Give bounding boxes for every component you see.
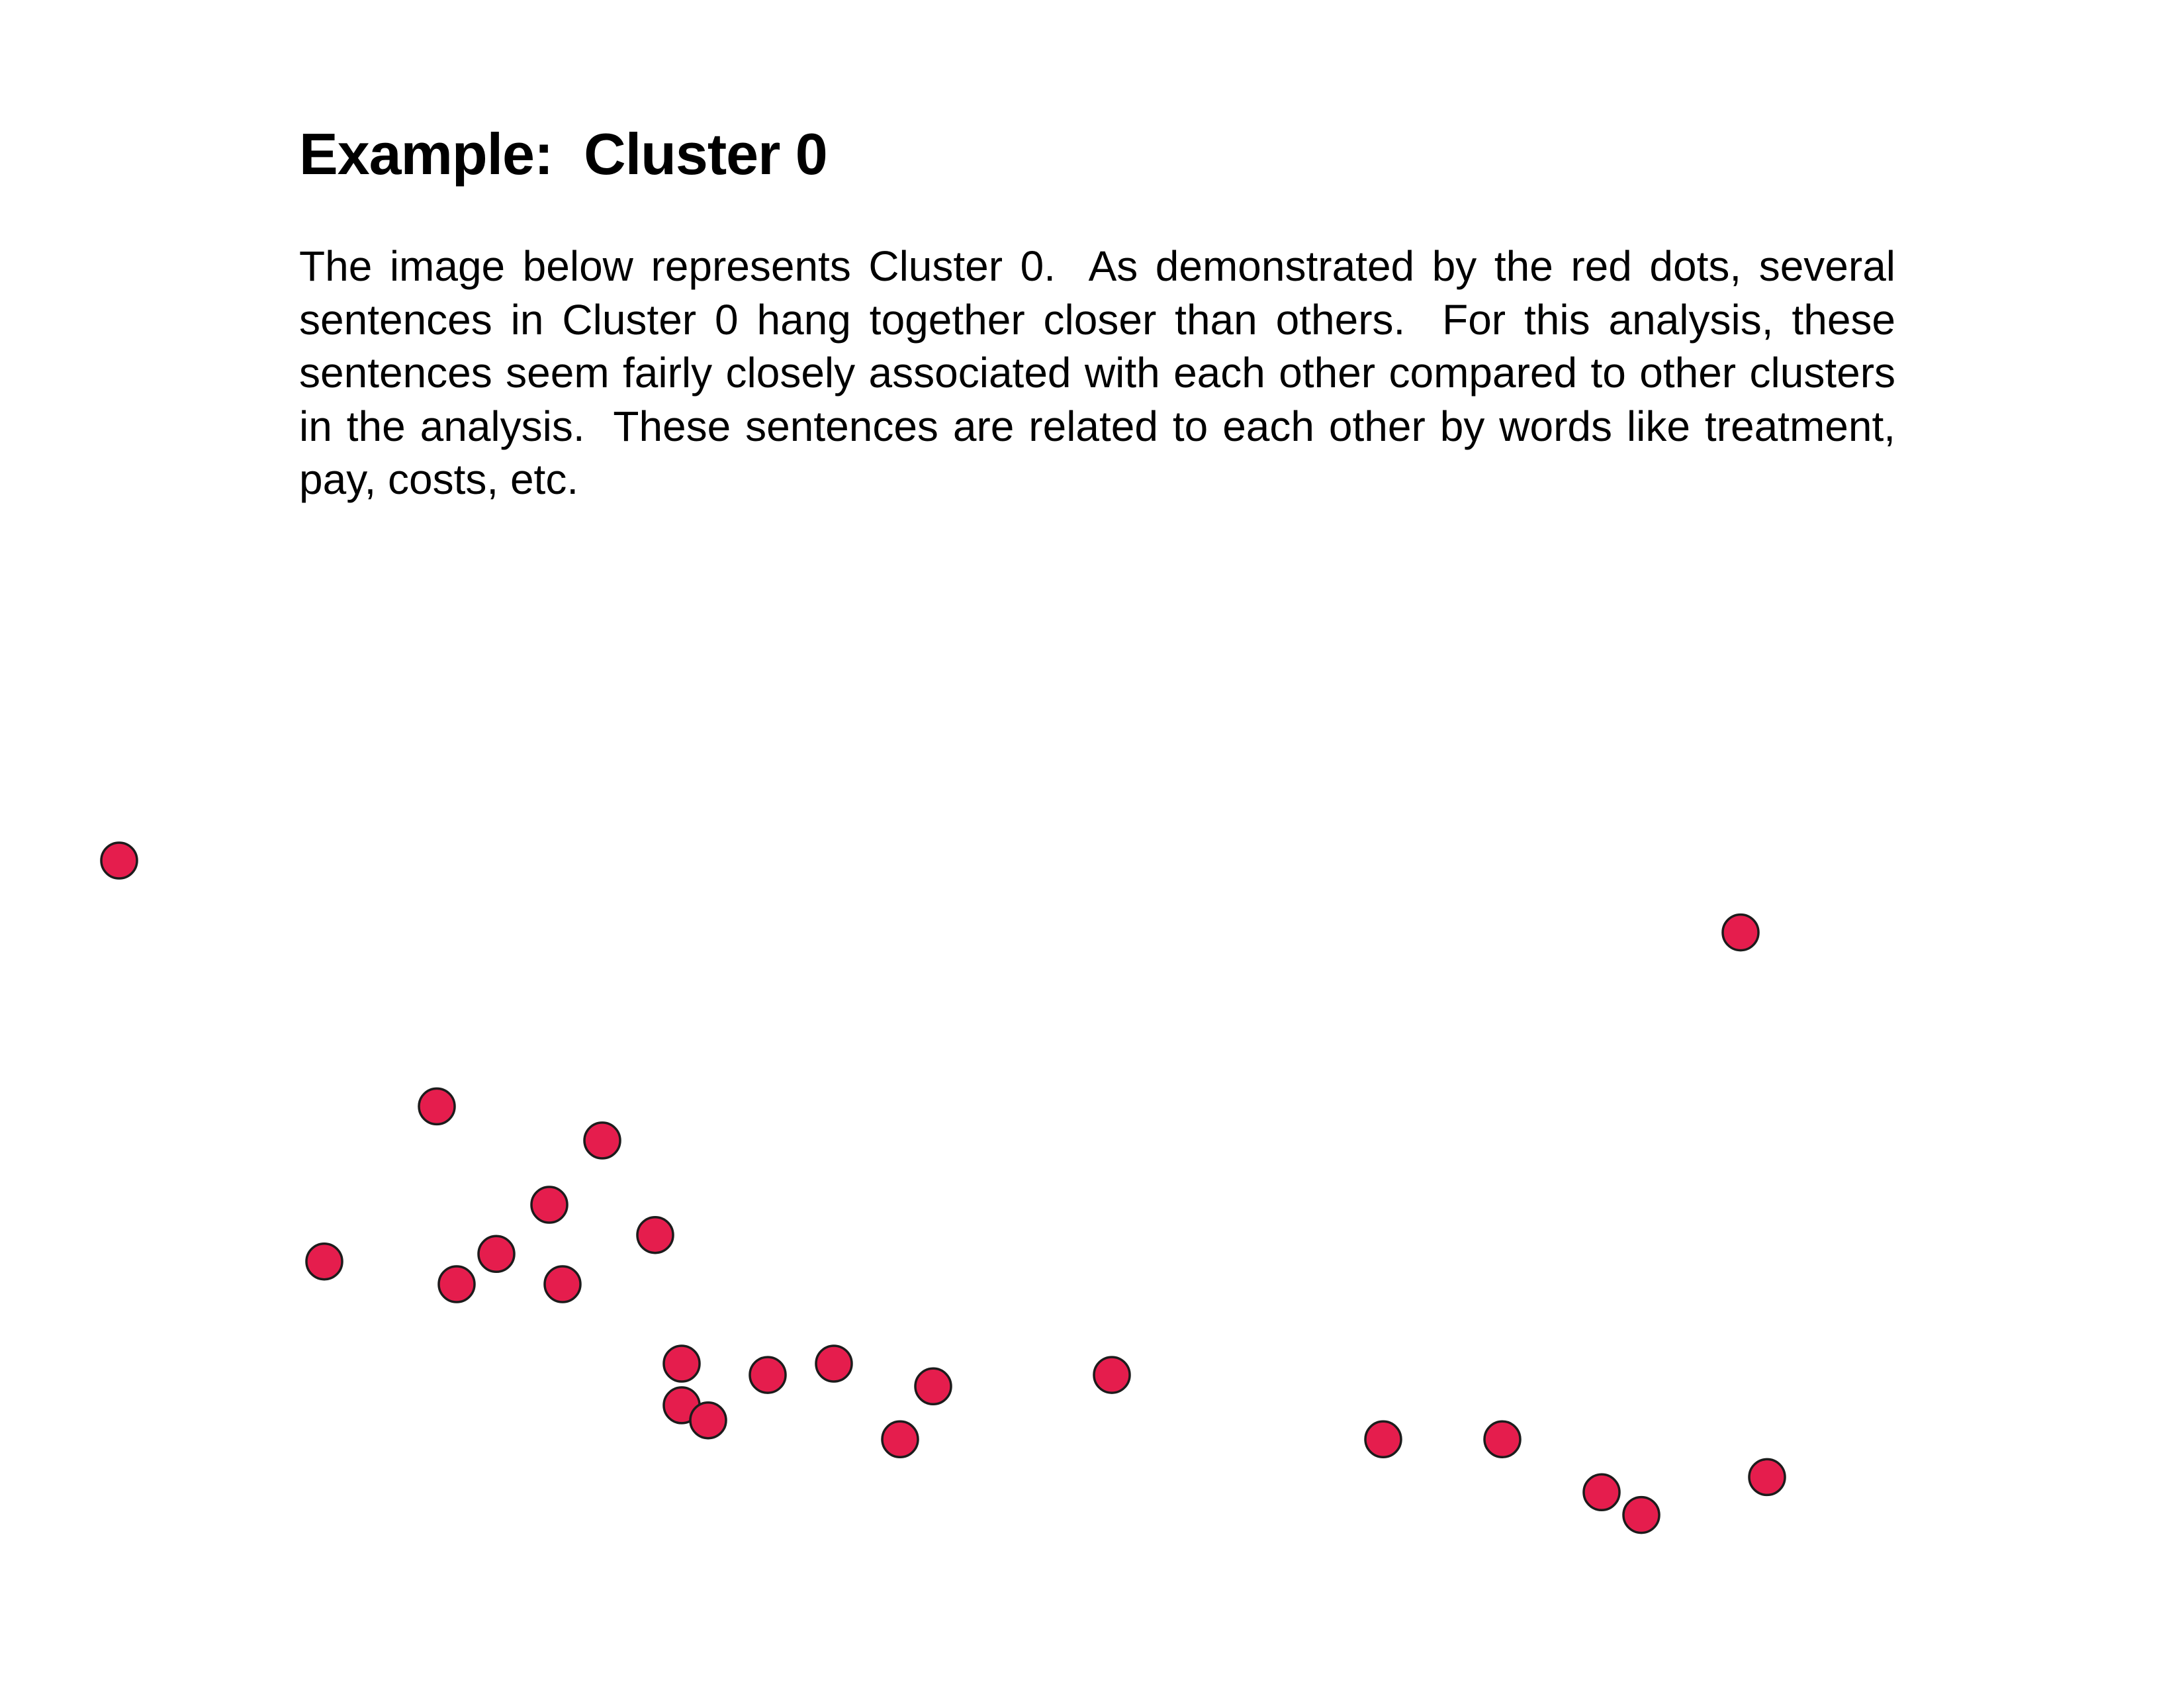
data-point bbox=[815, 1344, 853, 1383]
data-point bbox=[437, 1265, 476, 1303]
data-point bbox=[1622, 1495, 1661, 1534]
data-point bbox=[1582, 1473, 1621, 1512]
data-point bbox=[662, 1344, 701, 1383]
data-point bbox=[100, 841, 138, 880]
data-point bbox=[1483, 1420, 1522, 1459]
data-point bbox=[914, 1367, 952, 1406]
data-point bbox=[636, 1215, 674, 1254]
data-point bbox=[543, 1265, 582, 1303]
page-title: Example: Cluster 0 bbox=[299, 121, 828, 187]
data-point bbox=[418, 1087, 456, 1126]
data-point bbox=[477, 1235, 516, 1274]
data-point bbox=[749, 1356, 787, 1394]
data-point bbox=[1748, 1458, 1786, 1497]
data-point bbox=[530, 1186, 569, 1224]
description-paragraph: The image below represents Cluster 0. As… bbox=[299, 242, 1907, 503]
data-point bbox=[881, 1420, 919, 1459]
data-point bbox=[1364, 1420, 1402, 1459]
data-point bbox=[689, 1401, 727, 1440]
data-point bbox=[583, 1121, 621, 1160]
data-point bbox=[305, 1242, 343, 1281]
data-point bbox=[1093, 1356, 1131, 1394]
data-point bbox=[1721, 913, 1760, 952]
